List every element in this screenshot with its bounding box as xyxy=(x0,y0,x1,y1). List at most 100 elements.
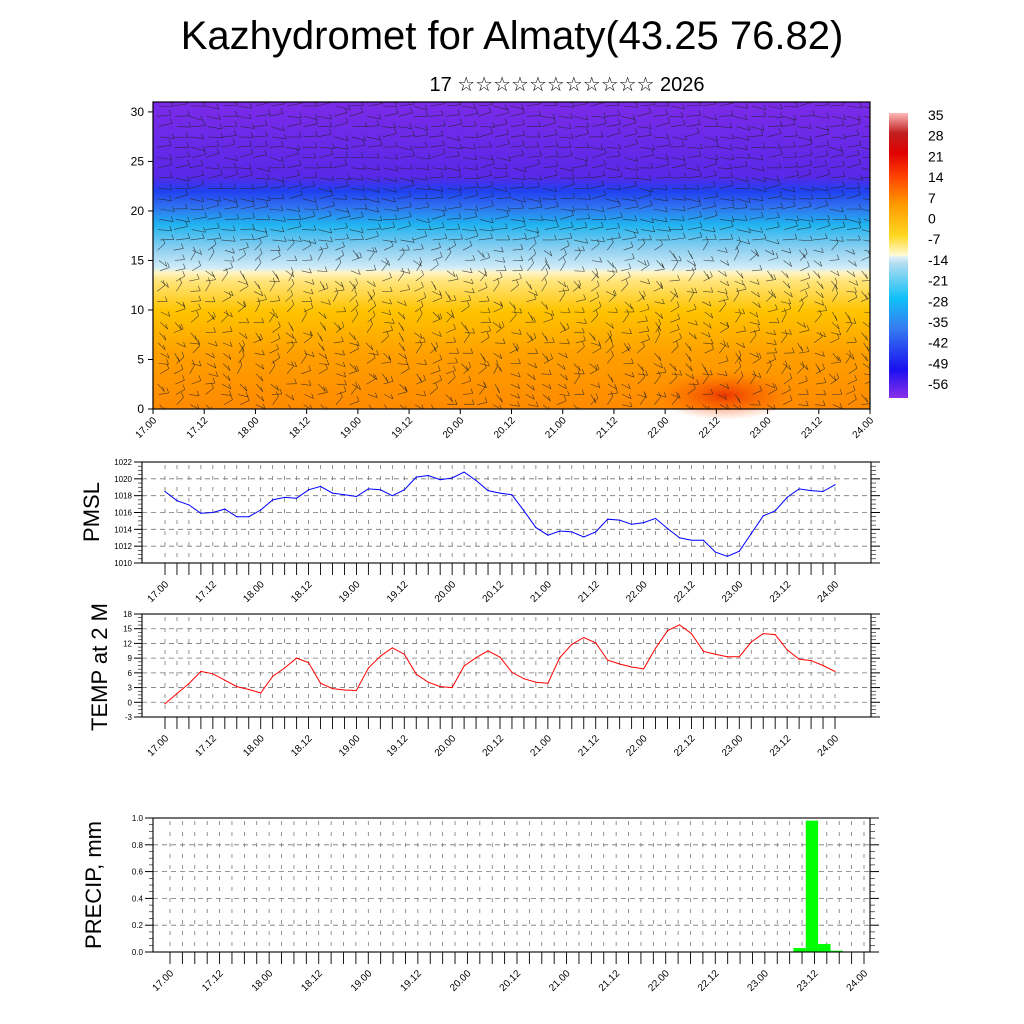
wind-barb-flag xyxy=(611,350,614,356)
wind-barb-flag xyxy=(745,144,748,150)
wind-barb xyxy=(270,186,285,189)
wind-barb-flag xyxy=(420,300,424,307)
wind-barb-flag xyxy=(427,184,431,190)
wind-barb-flag xyxy=(788,364,792,370)
wind-barb-flag xyxy=(476,173,479,179)
wind-barb xyxy=(318,229,332,234)
wind-barb xyxy=(573,280,581,289)
wind-barb xyxy=(863,342,870,352)
data-point xyxy=(212,673,214,675)
colorbar-label: -21 xyxy=(928,273,948,289)
wind-barb-flag xyxy=(811,216,814,222)
wind-barb-flag xyxy=(729,122,733,128)
wind-barb xyxy=(413,105,428,111)
wind-barb-flag xyxy=(665,154,669,160)
wind-barb xyxy=(157,198,172,202)
wind-barb xyxy=(592,153,607,158)
wind-barb xyxy=(654,244,663,251)
wind-barb xyxy=(304,208,319,210)
wind-barb xyxy=(253,185,268,189)
wind-barb-flag xyxy=(631,371,635,378)
wind-barb xyxy=(272,239,287,242)
wind-barb xyxy=(397,126,412,129)
wind-barb-flag xyxy=(668,139,671,146)
x-tick-label: 24.00 xyxy=(845,968,871,994)
wind-barb xyxy=(495,112,510,117)
y-tick-label: 1016 xyxy=(114,509,132,518)
wind-barb xyxy=(383,381,394,385)
wind-barb xyxy=(799,253,808,261)
wind-barb-flag xyxy=(388,356,392,363)
data-point xyxy=(559,657,561,659)
wind-barb xyxy=(719,345,726,354)
wind-barb xyxy=(256,383,264,392)
wind-barb-flag xyxy=(518,358,521,364)
wind-barb xyxy=(366,280,376,287)
wind-barb-flag xyxy=(283,216,286,222)
wind-barb xyxy=(447,362,458,364)
wind-barb-flag xyxy=(228,390,232,396)
wind-barb-flag xyxy=(760,195,764,201)
wind-barb xyxy=(479,363,490,367)
wind-barb-flag xyxy=(774,347,778,353)
wind-barb xyxy=(286,146,301,151)
wind-barb xyxy=(528,243,537,251)
wind-barb xyxy=(269,348,279,354)
wind-barb-flag xyxy=(759,385,762,391)
wind-barb-flag xyxy=(745,161,748,167)
wind-barb xyxy=(173,248,184,251)
wind-barb xyxy=(221,272,228,282)
wind-barb-flag xyxy=(628,271,631,277)
wind-barb xyxy=(768,322,779,324)
wind-barb xyxy=(176,356,185,364)
wind-barb-flag xyxy=(442,210,446,216)
wind-barb-flag xyxy=(759,264,763,270)
wind-barb xyxy=(414,305,424,313)
wind-barb-flag xyxy=(402,345,406,352)
wind-barb-flag xyxy=(503,265,507,271)
wind-barb-flag xyxy=(233,130,237,136)
wind-barb xyxy=(319,322,327,331)
wind-barb-flag xyxy=(436,259,439,265)
data-point xyxy=(511,494,513,496)
wind-barb-flag xyxy=(711,343,714,350)
wind-barb-flag xyxy=(789,395,793,401)
wind-barb xyxy=(384,404,388,409)
wind-barb xyxy=(240,205,255,210)
wind-barb-flag xyxy=(213,239,217,245)
wind-barb-flag xyxy=(308,380,312,386)
wind-barb-flag xyxy=(394,128,397,134)
wind-barb-flag xyxy=(600,131,604,137)
wind-barb xyxy=(557,280,567,288)
wind-barb-flag xyxy=(507,138,510,144)
wind-barb-flag xyxy=(633,195,637,201)
wind-barb-flag xyxy=(464,325,468,331)
wind-barb-flag xyxy=(229,341,233,347)
wind-barb-flag xyxy=(549,250,553,257)
wind-barb-flag xyxy=(507,206,511,212)
wind-barb-flag xyxy=(214,340,218,347)
wind-barb xyxy=(718,298,729,302)
wind-barb xyxy=(509,207,524,210)
wind-barb xyxy=(607,260,615,268)
wind-barb-flag xyxy=(228,383,232,390)
wind-barb xyxy=(383,167,398,172)
wind-barb xyxy=(463,280,474,285)
wind-barb-flag xyxy=(505,163,508,170)
wind-barb-flag xyxy=(600,144,604,150)
wind-barb xyxy=(205,167,220,169)
wind-barb-flag xyxy=(185,189,189,195)
wind-barb-flag xyxy=(582,327,585,334)
wind-barb xyxy=(381,126,396,129)
wind-barb-flag xyxy=(335,287,339,293)
wind-barb-flag xyxy=(522,216,525,222)
wind-barb xyxy=(238,246,249,251)
wind-barb xyxy=(688,226,703,230)
wind-barb-flag xyxy=(806,346,810,352)
wind-barb xyxy=(687,388,696,395)
wind-barb-flag xyxy=(362,185,366,191)
wind-barb-flag xyxy=(551,310,555,316)
wind-barb-flag xyxy=(744,202,748,208)
wind-barb-flag xyxy=(563,395,567,401)
wind-barb xyxy=(848,177,863,181)
